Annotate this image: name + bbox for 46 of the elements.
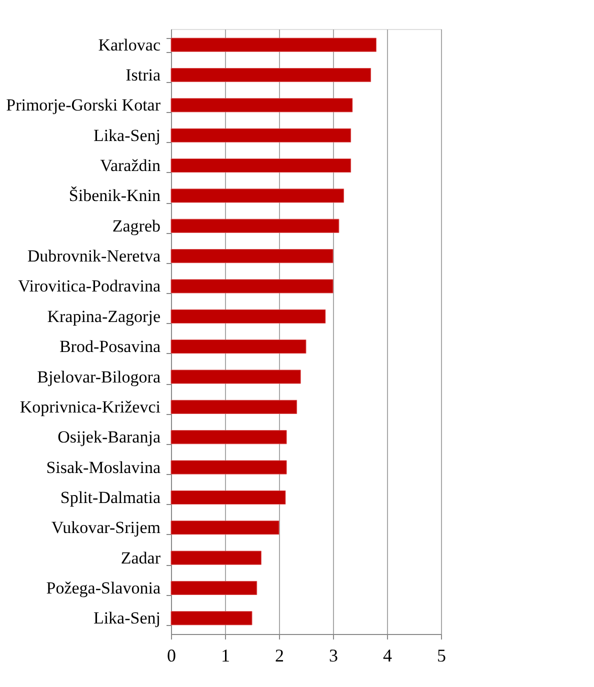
y-tick-label: Dubrovnik-Neretva (27, 246, 161, 266)
y-tick-label: Primorje-Gorski Kotar (6, 96, 161, 115)
bar (170, 158, 352, 173)
y-tick-label: Lika-Senj (93, 608, 160, 628)
x-tick-label: 4 (383, 646, 392, 666)
y-tick-label: Bjelovar-Bilogora (37, 367, 161, 386)
bar (170, 400, 298, 414)
bar (170, 38, 376, 52)
x-tick-label: 1 (221, 646, 230, 666)
y-tick-label: Karlovac (98, 35, 161, 54)
bar (170, 550, 262, 565)
bar (170, 340, 306, 354)
x-tick-label: 3 (329, 646, 338, 666)
y-tick-label: Lika-Senj (93, 126, 160, 145)
bar (170, 188, 344, 203)
bar (170, 611, 252, 626)
x-tick-label: 5 (437, 646, 446, 666)
bar (170, 370, 301, 384)
y-tick-label: Požega-Slavonia (46, 578, 161, 598)
y-tick-label: Istria (126, 66, 161, 85)
y-tick-label: Šibenik-Knin (68, 186, 161, 206)
bar (170, 98, 353, 112)
y-tick-label: Koprivnica-Križevci (20, 397, 161, 416)
bar (170, 490, 286, 504)
y-tick-label: Zagreb (112, 216, 160, 236)
x-tick-label: 2 (275, 646, 284, 666)
y-tick-label: Varaždin (100, 156, 161, 176)
bar (170, 128, 352, 142)
y-tick-label: Vukovar-Srijem (51, 518, 160, 538)
bar (170, 520, 280, 535)
y-tick-label: Krapina-Zagorje (47, 306, 160, 326)
bar (170, 580, 258, 596)
x-tick-label: 0 (167, 646, 176, 666)
bar (170, 460, 287, 474)
y-tick-label: Zadar (120, 548, 161, 568)
y-tick-label: Split-Dalmatia (60, 488, 161, 507)
y-tick-label: Virovitica-Podravina (18, 276, 161, 296)
bar (170, 218, 340, 233)
bar (170, 249, 334, 264)
bar (170, 430, 287, 444)
bar (170, 309, 326, 324)
bar (170, 279, 334, 294)
y-tick-label: Osijek-Baranja (58, 428, 161, 447)
y-tick-label: Sisak-Moslavina (46, 458, 161, 477)
y-tick-label: Brod-Posavina (59, 337, 161, 356)
bar (170, 68, 372, 82)
